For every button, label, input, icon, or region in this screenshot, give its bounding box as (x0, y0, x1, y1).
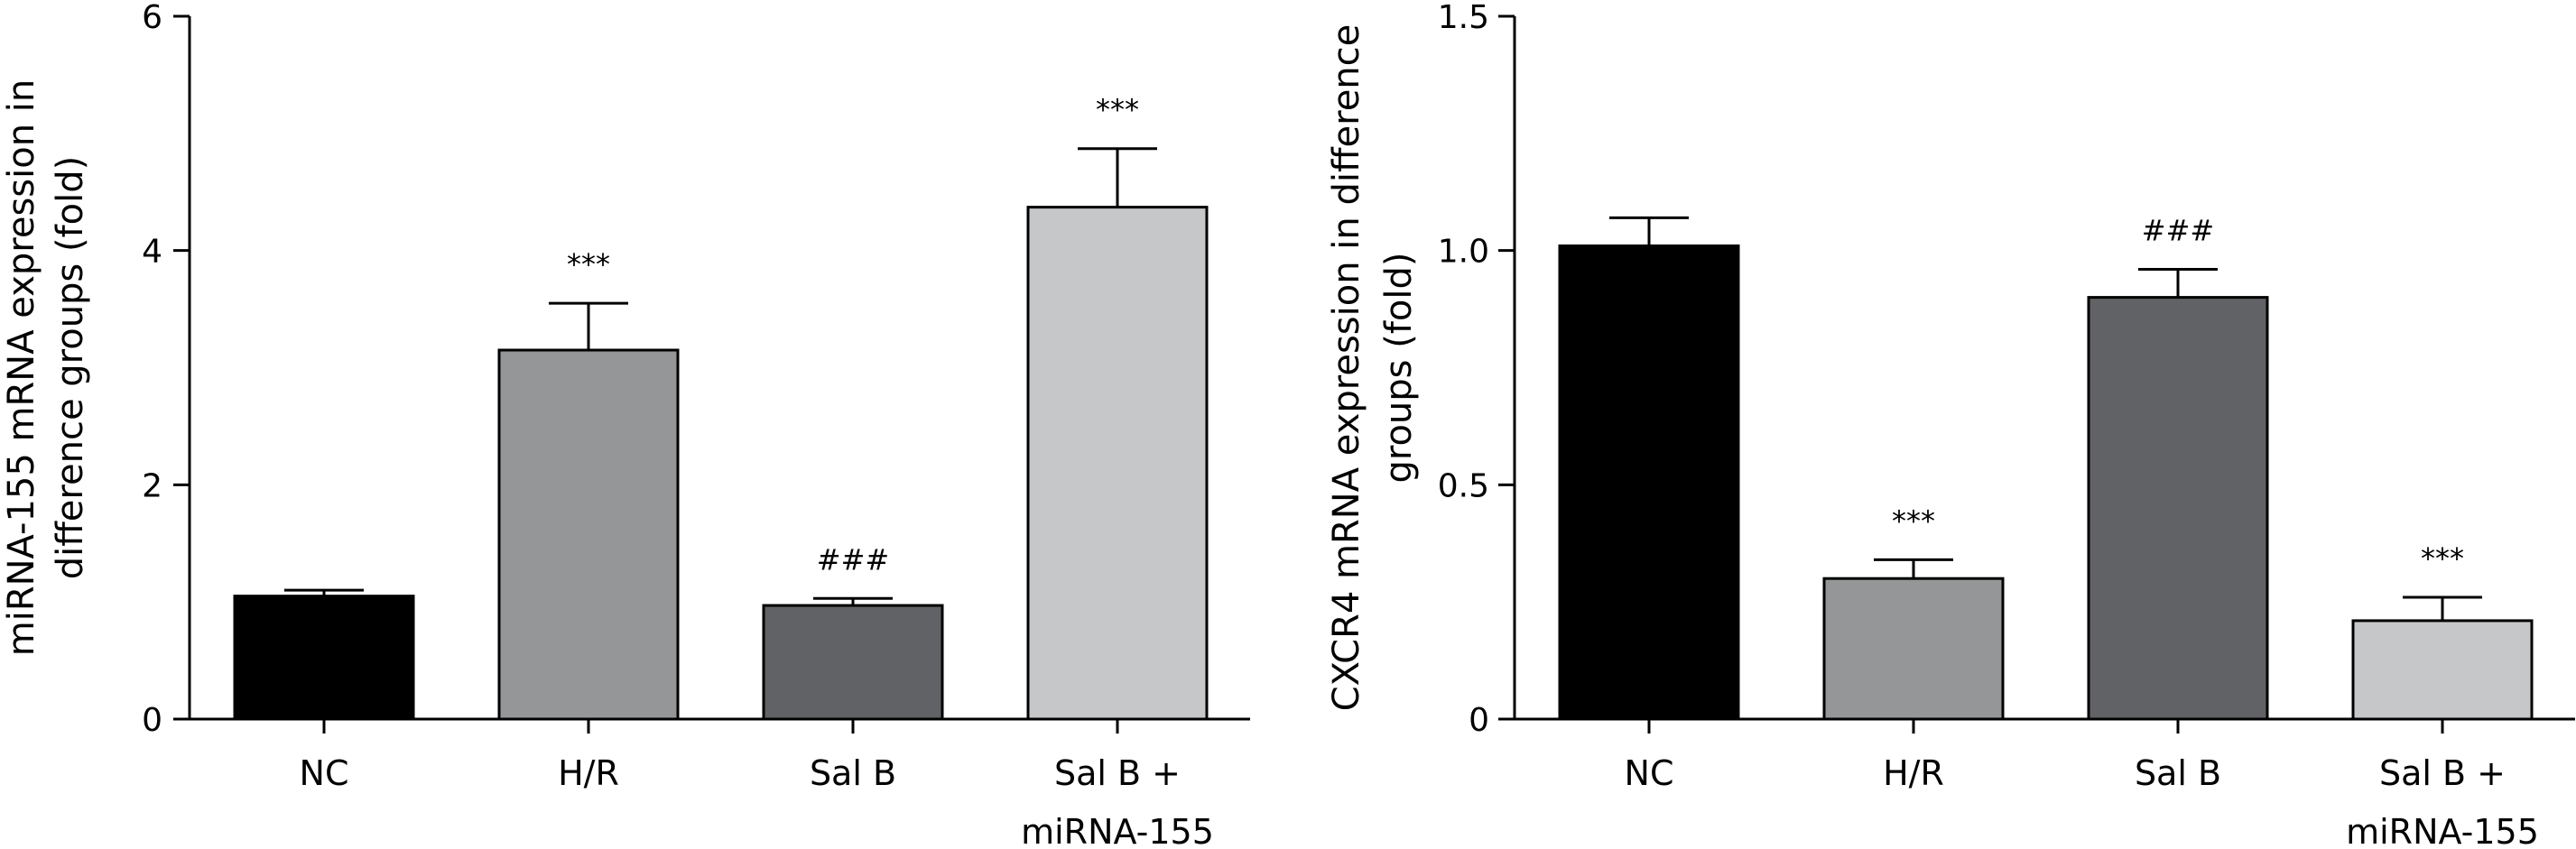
chart1-y-tick-label-2: 2 (142, 467, 162, 504)
chart2-category-label-4-line-1: Sal B + (2379, 753, 2506, 793)
chart2-category-label-3: Sal B (2135, 753, 2221, 793)
chart1-category-label-3: Sal B (810, 753, 896, 793)
chart1-category-label-2: H/R (558, 753, 619, 793)
chart1-category-label-4-line-2: miRNA-155 (1021, 812, 1214, 849)
chart1-significance-label-4: *** (1096, 93, 1139, 127)
chart2-y-axis-title-line-1: CXCR4 mRNA expression in difference (1326, 24, 1367, 712)
chart2-bar-3 (2087, 296, 2269, 721)
chart1-bar-2 (497, 348, 680, 721)
chart1-category-label-1: NC (300, 753, 349, 793)
chart2-y-axis-title-line-2: groups (fold) (1378, 253, 1420, 484)
chart1-y-axis-title-line-1: miRNA-155 mRNA expression in (1, 79, 42, 656)
chart1-bar-3 (762, 604, 944, 721)
chart2-category-label-2: H/R (1883, 753, 1944, 793)
chart2-significance-label-3: ### (2142, 213, 2214, 247)
chart1-y-tick-label-1: 0 (142, 702, 162, 739)
chart1-y-tick-label-3: 4 (142, 234, 162, 271)
chart2-y-tick-label-3: 1.0 (1438, 234, 1489, 271)
chart2-significance-label-4: *** (2421, 541, 2464, 576)
chart1-y-tick-label-4: 6 (142, 0, 162, 36)
chart1-bar-1 (233, 595, 415, 721)
chart1-y-axis-title-line-2: difference groups (fold) (50, 156, 91, 580)
chart1-significance-label-3: ### (817, 542, 889, 577)
chart2-category-label-1: NC (1625, 753, 1674, 793)
chart2-bar-1 (1558, 244, 1740, 721)
chart2-bar-4 (2351, 619, 2534, 721)
chart2-significance-label-2: *** (1892, 503, 1935, 538)
chart2-y-tick-label-1: 0 (1469, 702, 1489, 739)
chart2-category-label-4-line-2: miRNA-155 (2346, 812, 2539, 849)
chart2-y-tick-label-4: 1.5 (1438, 0, 1489, 36)
chart1-category-label-4-line-1: Sal B + (1054, 753, 1181, 793)
chart1-significance-label-2: *** (567, 247, 610, 281)
chart1-bar-4 (1026, 206, 1209, 721)
chart2-y-tick-label-2: 0.5 (1438, 467, 1489, 504)
chart2-bar-2 (1822, 577, 2005, 721)
